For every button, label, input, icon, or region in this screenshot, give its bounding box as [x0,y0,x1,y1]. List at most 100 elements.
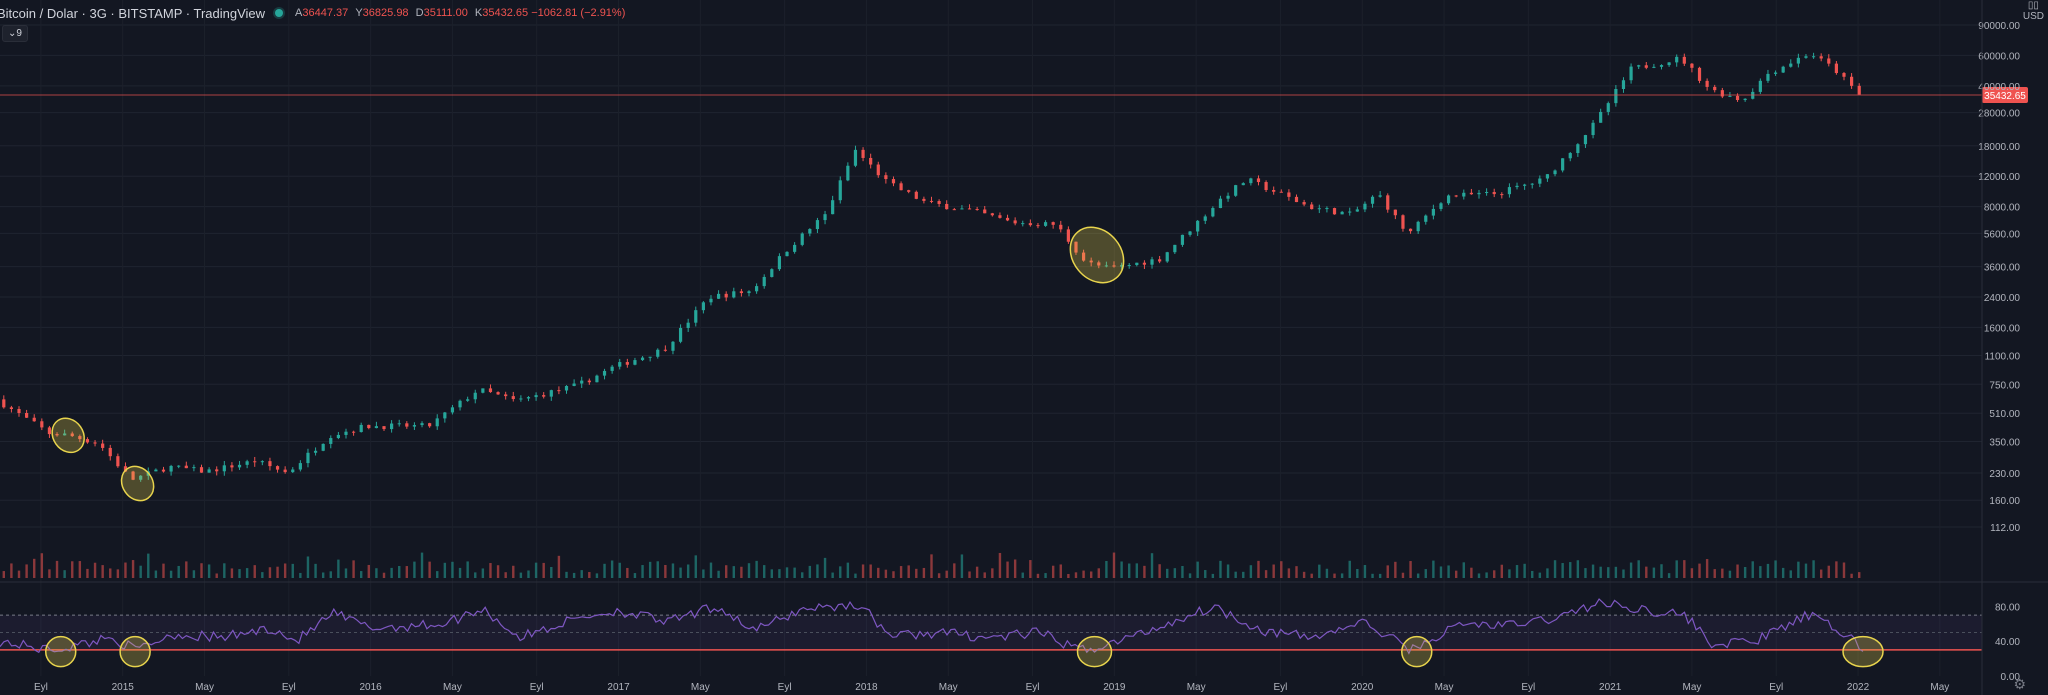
candle-body [1507,187,1512,195]
volume-bar [922,567,926,578]
candle-body [230,465,234,468]
volume-bar [489,563,492,578]
candle-body [1355,209,1359,212]
x-tick-label: Eyl [1273,682,1287,693]
candle-body [1089,260,1093,263]
candle-body [610,366,614,371]
volume-bar [1211,573,1215,578]
candle-body [1150,259,1154,265]
volume-bar [1454,570,1458,578]
candle-body [899,183,903,191]
gear-icon[interactable]: ⚙ [2013,676,2026,692]
candle-body [1538,178,1542,184]
candle-body [1028,223,1032,226]
volume-bar [664,565,667,578]
candle-body [1386,195,1390,210]
currency-label[interactable]: ▯▯ USD [2022,0,2044,22]
volume-bar [1340,573,1344,578]
volume-bar [869,564,872,578]
volume-bar [816,564,819,578]
volume-bar [1797,561,1800,578]
candle-body [1051,222,1055,225]
volume-bar [405,566,409,578]
x-tick-label: 2019 [1103,682,1126,693]
candle-body [169,465,173,472]
candle-body [1416,221,1420,232]
volume-bar [1006,561,1009,578]
candle-body [222,465,226,472]
candle-body [633,360,637,365]
candle-body [998,215,1002,218]
volume-bar [755,560,758,578]
volume-bar [907,565,910,578]
candle-body [504,394,508,397]
volume-bar [588,572,591,578]
x-tick-label: 2016 [359,682,382,693]
candle-body [116,456,120,467]
candle-body [511,396,515,400]
volume-bar [2,571,6,578]
volume-bar [1363,565,1367,578]
candle-body [747,291,751,294]
highlight-ellipse [51,417,85,454]
candle-body [983,209,987,214]
volume-bar [998,552,1002,578]
volume-bar [1348,560,1351,578]
candle-body [808,229,812,234]
volume-bar [1523,563,1526,578]
candle-body [853,149,858,166]
x-tick-label: 2018 [855,682,878,693]
candle-body [678,327,683,342]
indicator-toggle-button[interactable]: ⌄ 9 [2,25,28,42]
volume-bar [732,566,735,578]
volume-bar [504,572,507,578]
rsi-highlight-ellipse [1401,635,1433,668]
volume-bar [1264,570,1268,578]
x-tick-label: May [195,682,214,693]
volume-bar [778,569,781,578]
volume-bar [71,561,74,578]
candle-body [1378,195,1382,197]
candle-body [1781,66,1785,73]
x-tick-label: 2017 [607,682,630,693]
candle-body [63,433,67,436]
candle-body [1621,80,1626,90]
candle-body [990,213,994,216]
candle-body [542,395,546,397]
candle-body [793,244,797,252]
symbol-title[interactable]: Bitcoin / Dolar · 3G · BITSTAMP · Tradin… [0,5,266,21]
volume-bar [512,565,515,578]
volume-bar [1683,560,1686,578]
candle-body [739,291,744,294]
candle-body [1652,66,1656,68]
volume-bar [633,573,637,578]
market-status-icon [275,9,284,17]
x-tick-label: 2015 [112,682,135,693]
candle-body [1530,183,1534,185]
volume-bar [1713,569,1716,578]
candle-body [1013,220,1017,224]
volume-bar [854,573,857,578]
grid-lines [0,24,1982,528]
candle-body [390,423,394,430]
volume-bar [1067,573,1070,578]
y-tick-label: 40000.00 [1978,82,2020,93]
candle-body [1097,262,1101,266]
volume-bar [877,567,880,578]
volume-bar [763,565,766,578]
volume-bar [93,562,97,578]
volume-bar [1280,561,1283,578]
volume-bar [1835,561,1838,578]
volume-bar [945,570,948,578]
volume-bar [147,553,150,578]
volume-bar [1432,560,1435,578]
candle-body [1043,222,1048,226]
lock-icon: ▯▯ [2027,0,2039,11]
candle-body [975,209,979,211]
volume-bar [1569,562,1572,578]
candle-body [1675,56,1679,63]
candle-body [846,165,850,181]
volume-bar [1743,567,1747,578]
